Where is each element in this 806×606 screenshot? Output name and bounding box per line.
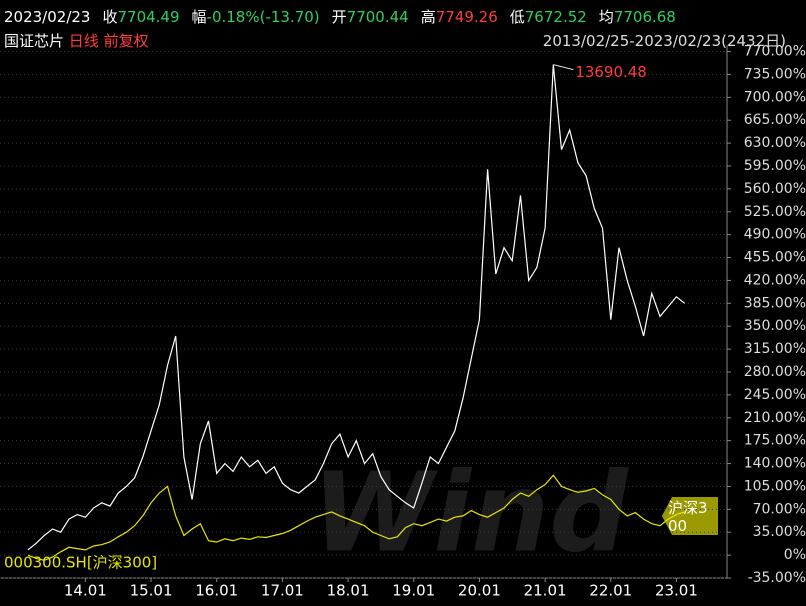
header-field: 低7672.52 bbox=[510, 8, 587, 26]
x-tick-label: 15.01 bbox=[130, 582, 173, 600]
x-tick-label: 16.01 bbox=[195, 582, 238, 600]
y-tick-label: 525.00% bbox=[744, 204, 806, 220]
header-field: 开7700.44 bbox=[332, 8, 409, 26]
x-tick-label: 23.01 bbox=[655, 582, 698, 600]
y-tick-label: 140.00% bbox=[744, 456, 806, 472]
y-tick-label: 280.00% bbox=[744, 364, 806, 380]
header: 2023/02/23 收7704.49 幅-0.18%(-13.70) 开7700.4… bbox=[4, 6, 806, 28]
field-label: 收 bbox=[102, 8, 118, 26]
field-label: 低 bbox=[509, 8, 525, 26]
x-tick-label: 21.01 bbox=[524, 582, 567, 600]
header-field: 收7704.49 bbox=[102, 8, 179, 26]
end-label-box bbox=[662, 497, 718, 535]
y-tick-label: 70.00% bbox=[753, 501, 806, 517]
field-label: 高 bbox=[420, 8, 436, 26]
header-date: 2023/02/23 bbox=[4, 8, 91, 26]
y-tick-label: 385.00% bbox=[744, 295, 806, 311]
subtitle: 日线 前复权 bbox=[68, 32, 149, 50]
y-tick-label: 455.00% bbox=[744, 250, 806, 266]
header-field: 幅-0.18%(-13.70) bbox=[192, 8, 320, 26]
y-tick-label: 700.00% bbox=[744, 89, 806, 105]
y-tick-label: 175.00% bbox=[744, 433, 806, 449]
annotation-arrow bbox=[553, 64, 574, 71]
y-tick-label: 105.00% bbox=[744, 478, 806, 494]
y-tick-label: 315.00% bbox=[744, 341, 806, 357]
field-value: 7672.52 bbox=[524, 8, 587, 26]
field-label: 均 bbox=[598, 8, 614, 26]
y-tick-label: 35.00% bbox=[753, 524, 806, 540]
y-tick-label: 770.00% bbox=[744, 44, 806, 60]
series-line bbox=[27, 474, 685, 561]
y-tick-label: 210.00% bbox=[744, 410, 806, 426]
field-value: 7704.49 bbox=[117, 8, 180, 26]
field-label: 幅 bbox=[191, 8, 207, 26]
y-tick-label: 595.00% bbox=[744, 158, 806, 174]
y-tick-label: 560.00% bbox=[744, 181, 806, 197]
field-label: 开 bbox=[331, 8, 347, 26]
watermark: Wind bbox=[312, 448, 629, 576]
y-tick-label: 420.00% bbox=[744, 272, 806, 288]
annotation-label: 13690.48 bbox=[575, 63, 647, 81]
field-value: 7749.26 bbox=[435, 8, 498, 26]
x-tick-label: 20.01 bbox=[458, 582, 501, 600]
y-tick-label: 630.00% bbox=[744, 135, 806, 151]
subtitle-row: 国证芯片 日线 前复权 bbox=[4, 30, 149, 51]
y-tick-label: 245.00% bbox=[744, 387, 806, 403]
field-value: 7706.68 bbox=[613, 8, 676, 26]
x-tick-label: 17.01 bbox=[261, 582, 304, 600]
y-tick-label: 350.00% bbox=[744, 318, 806, 334]
x-tick-label: 14.01 bbox=[64, 582, 107, 600]
y-tick-label: -35.00% bbox=[748, 570, 806, 586]
y-tick-label: 0% bbox=[784, 547, 806, 563]
legend-label: 000300.SH[沪深300] bbox=[4, 554, 157, 572]
y-tick-label: 490.00% bbox=[744, 227, 806, 243]
y-tick-label: 665.00% bbox=[744, 112, 806, 128]
header-field: 高7749.26 bbox=[421, 8, 498, 26]
end-label: 沪深300 bbox=[668, 499, 708, 535]
y-tick-label: 735.00% bbox=[744, 66, 806, 82]
field-value: 7700.44 bbox=[346, 8, 409, 26]
series-line bbox=[27, 64, 685, 551]
header-field: 均7706.68 bbox=[599, 8, 676, 26]
series-name: 国证芯片 bbox=[4, 32, 65, 50]
range-label: 2013/02/25-2023/02/23(2432日) bbox=[542, 32, 786, 50]
field-value: -0.18%(-13.70) bbox=[206, 8, 320, 26]
x-tick-label: 18.01 bbox=[327, 582, 370, 600]
x-tick-label: 22.01 bbox=[589, 582, 632, 600]
x-tick-label: 19.01 bbox=[392, 582, 435, 600]
